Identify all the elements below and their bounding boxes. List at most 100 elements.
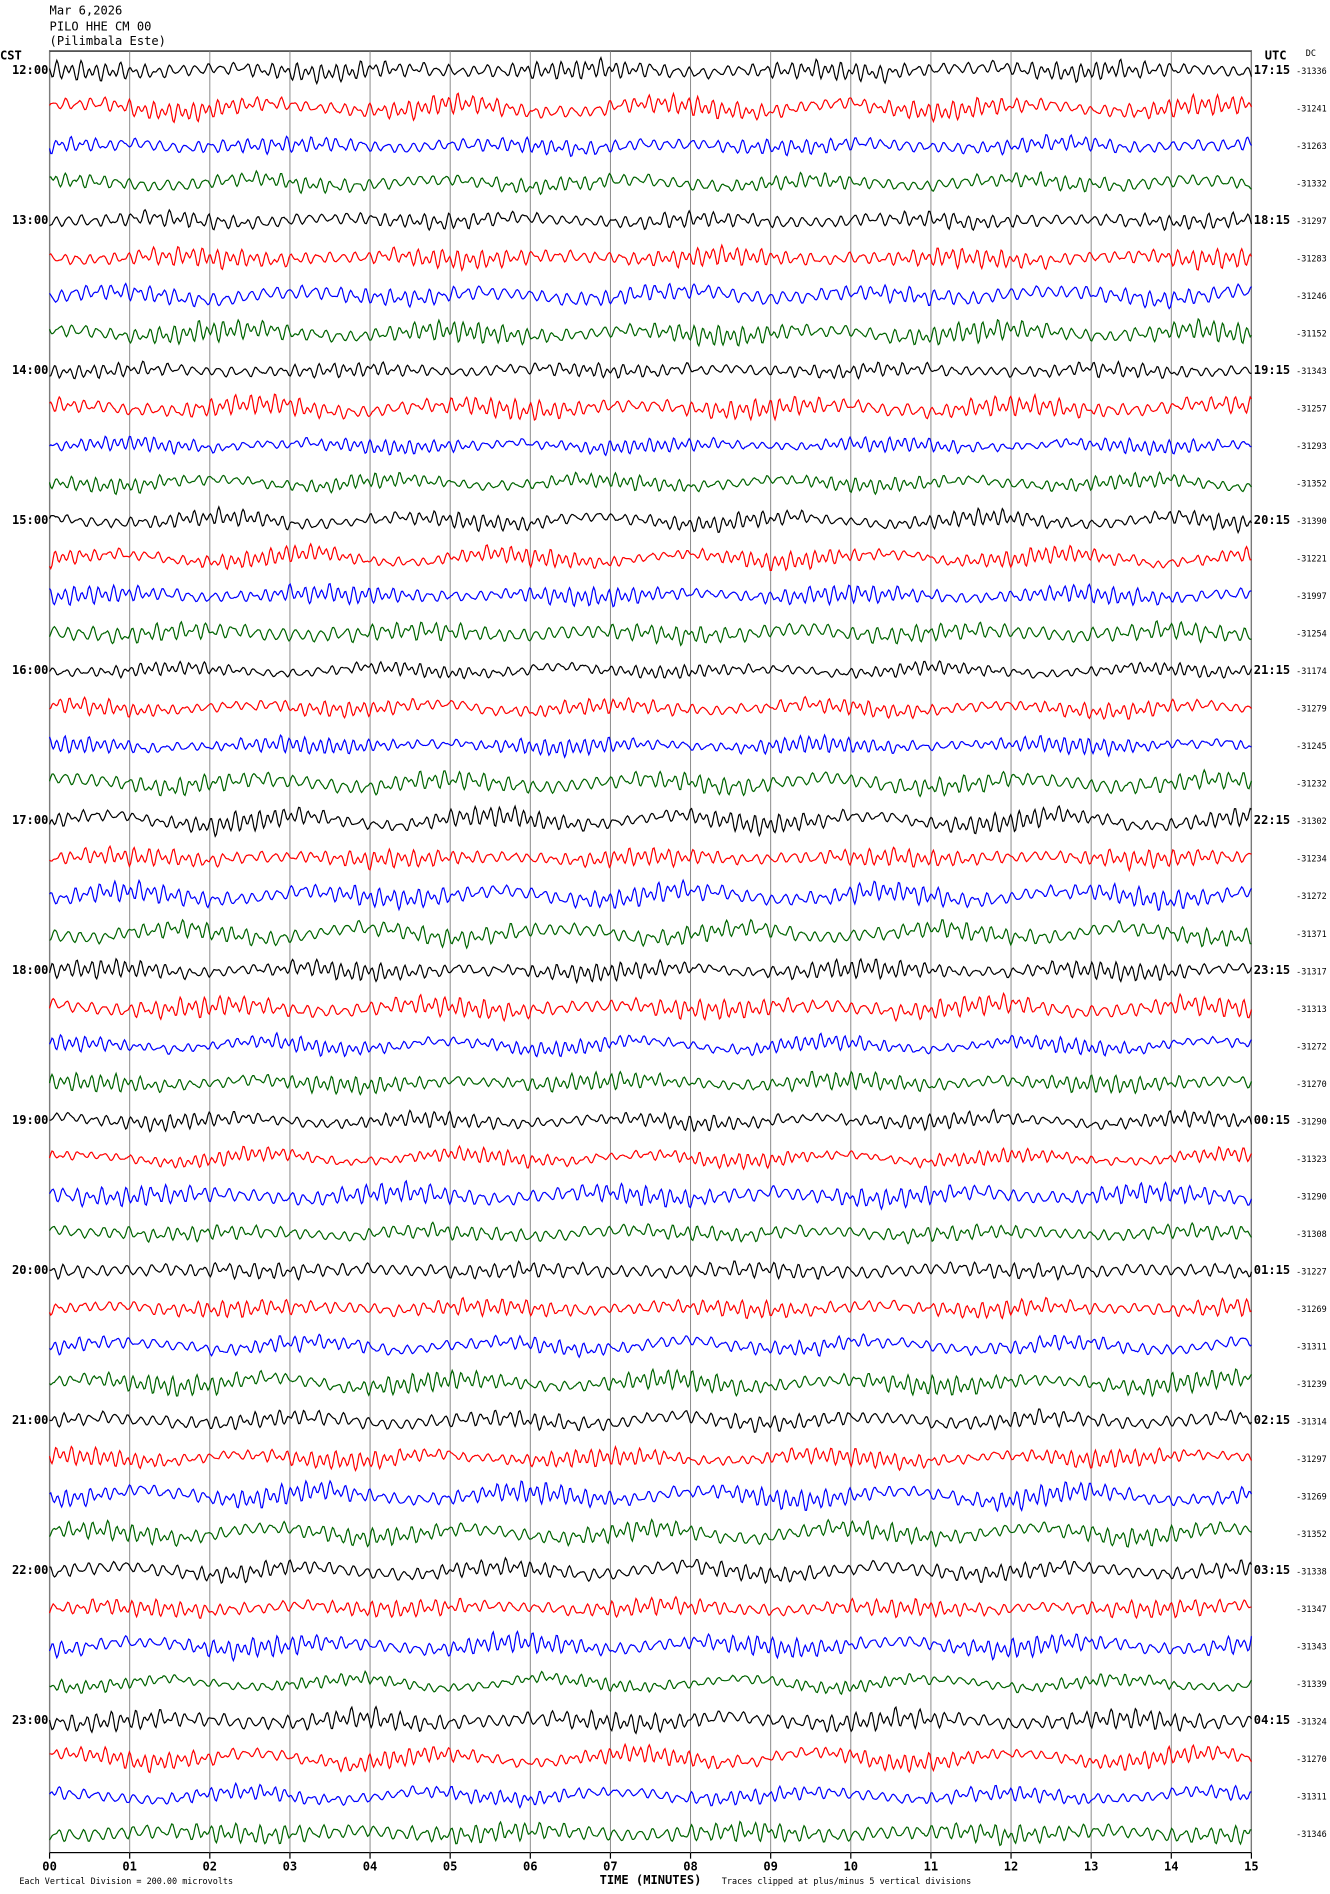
plot-frame bbox=[48, 50, 1253, 1854]
dc-offset: -31332 bbox=[1296, 179, 1327, 189]
cst-title: CST bbox=[0, 48, 22, 62]
trace bbox=[49, 1179, 1252, 1211]
dc-offset: -31263 bbox=[1296, 141, 1327, 151]
trace bbox=[49, 392, 1252, 422]
x-tick-label: 14 bbox=[1164, 1860, 1179, 1874]
utc-label: 01:15 bbox=[1254, 1263, 1290, 1277]
trace bbox=[49, 878, 1252, 912]
trace bbox=[49, 1367, 1252, 1398]
cst-label: 17:00 bbox=[12, 813, 48, 827]
dc-offset: -31283 bbox=[1296, 254, 1327, 264]
scale-note: Each Vertical Division = 200.00 microvol… bbox=[19, 1876, 233, 1886]
trace bbox=[49, 542, 1252, 572]
dc-offset: -31997 bbox=[1296, 591, 1327, 601]
trace bbox=[49, 1479, 1252, 1513]
trace bbox=[49, 582, 1252, 608]
dc-offset: -31352 bbox=[1296, 1529, 1327, 1539]
utc-label: 04:15 bbox=[1254, 1713, 1290, 1727]
dc-offset: -31343 bbox=[1296, 366, 1327, 376]
trace bbox=[49, 1333, 1252, 1359]
trace bbox=[49, 505, 1252, 535]
cst-label: 13:00 bbox=[12, 213, 48, 227]
utc-label: 19:15 bbox=[1254, 363, 1290, 377]
dc-offset: -31257 bbox=[1296, 404, 1327, 414]
x-tick-label: 05 bbox=[443, 1860, 458, 1874]
dc-offset: -31254 bbox=[1296, 629, 1327, 639]
utc-label: 22:15 bbox=[1254, 813, 1290, 827]
x-tick-label: 12 bbox=[1004, 1860, 1019, 1874]
trace bbox=[48, 1070, 1252, 1096]
trace bbox=[49, 282, 1252, 310]
trace bbox=[49, 1260, 1252, 1281]
trace bbox=[48, 1705, 1252, 1735]
trace bbox=[49, 169, 1252, 196]
dc-offset: -31390 bbox=[1296, 516, 1327, 526]
x-tick-label: 15 bbox=[1244, 1860, 1259, 1874]
dc-offset: -31302 bbox=[1296, 816, 1327, 826]
x-tick-label: 02 bbox=[203, 1860, 218, 1874]
date: Mar 6,2026 bbox=[50, 4, 123, 18]
cst-label: 14:00 bbox=[12, 363, 48, 377]
x-tick-label: 04 bbox=[363, 1860, 378, 1874]
x-tick-label: 00 bbox=[42, 1860, 57, 1874]
dc-offset: -31290 bbox=[1296, 1116, 1327, 1126]
trace bbox=[49, 1518, 1252, 1548]
dc-offset: -31290 bbox=[1296, 1191, 1327, 1201]
trace bbox=[49, 435, 1252, 457]
x-tick-label: 08 bbox=[683, 1860, 698, 1874]
trace bbox=[49, 1108, 1252, 1133]
dc-offset: -31346 bbox=[1296, 1829, 1327, 1839]
dc-offset: -31241 bbox=[1296, 104, 1327, 114]
dc-offset: -31232 bbox=[1296, 779, 1327, 789]
trace bbox=[49, 91, 1252, 124]
x-tick-label: 06 bbox=[523, 1860, 538, 1874]
dc-offset: -31313 bbox=[1296, 1004, 1327, 1014]
dc-offset: -31272 bbox=[1296, 1041, 1327, 1051]
trace bbox=[49, 1556, 1252, 1585]
trace bbox=[49, 1630, 1253, 1663]
x-axis-title: TIME (MINUTES) bbox=[600, 1873, 702, 1887]
dc-offset: -31245 bbox=[1296, 741, 1327, 751]
dc-offset: -31269 bbox=[1296, 1304, 1327, 1314]
dc-offset: -31343 bbox=[1296, 1641, 1327, 1651]
trace bbox=[48, 991, 1252, 1023]
trace bbox=[49, 918, 1252, 950]
location: (Pilimbala Este) bbox=[50, 34, 166, 48]
trace bbox=[49, 360, 1252, 380]
trace bbox=[49, 208, 1252, 232]
trace bbox=[49, 1820, 1252, 1847]
trace bbox=[49, 660, 1252, 680]
trace bbox=[49, 243, 1252, 272]
trace bbox=[49, 317, 1252, 348]
utc-label: 00:15 bbox=[1254, 1113, 1290, 1127]
dc-offset: -31152 bbox=[1296, 329, 1327, 339]
dc-offset: -31352 bbox=[1296, 479, 1327, 489]
dc-offset: -31269 bbox=[1296, 1491, 1327, 1501]
station: PILO HHE CM 00 bbox=[50, 19, 152, 33]
cst-label: 16:00 bbox=[12, 663, 48, 677]
trace bbox=[48, 1445, 1252, 1472]
trace bbox=[49, 1781, 1252, 1809]
dc-offset: -31324 bbox=[1296, 1716, 1327, 1726]
dc-offset: -31234 bbox=[1296, 854, 1327, 864]
trace bbox=[49, 1221, 1252, 1245]
dc-offset: -31311 bbox=[1296, 1341, 1327, 1351]
dc-offset: -31371 bbox=[1296, 929, 1327, 939]
clip-note: Traces clipped at plus/minus 5 vertical … bbox=[722, 1876, 971, 1886]
dc-offset: -31239 bbox=[1296, 1379, 1327, 1389]
x-tick-label: 01 bbox=[122, 1860, 137, 1874]
utc-label: 23:15 bbox=[1254, 963, 1290, 977]
cst-label: 23:00 bbox=[12, 1713, 48, 1727]
dc-offset: -31336 bbox=[1296, 66, 1327, 76]
trace bbox=[49, 695, 1252, 721]
dc-offset: -31297 bbox=[1296, 216, 1327, 226]
utc-title: UTC bbox=[1265, 48, 1287, 62]
dc-offset: -31339 bbox=[1296, 1679, 1327, 1689]
trace bbox=[49, 804, 1252, 838]
cst-label: 18:00 bbox=[12, 963, 48, 977]
trace bbox=[49, 733, 1252, 759]
dc-offset: -31272 bbox=[1296, 891, 1327, 901]
trace bbox=[48, 957, 1252, 985]
dc-offset: -31293 bbox=[1296, 441, 1327, 451]
